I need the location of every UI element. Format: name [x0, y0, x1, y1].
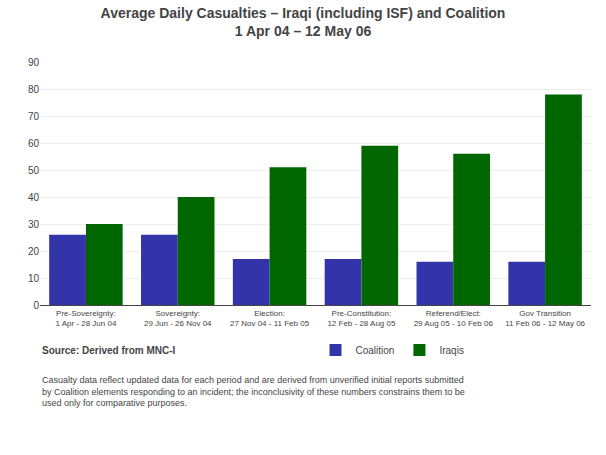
- svg-text:10: 10: [28, 273, 40, 284]
- svg-text:90: 90: [28, 57, 40, 68]
- svg-text:Gov Transition11 Feb 06 - 12 M: Gov Transition11 Feb 06 - 12 May 06: [505, 309, 585, 328]
- svg-text:0: 0: [33, 300, 39, 311]
- svg-text:Election:27 Nov 04 - 11 Feb 05: Election:27 Nov 04 - 11 Feb 05: [230, 309, 310, 328]
- svg-text:Source: Derived from MNC-I: Source: Derived from MNC-I: [42, 345, 176, 356]
- svg-text:Pre-Sovereignty:1 Apr - 28 Jun: Pre-Sovereignty:1 Apr - 28 Jun 04: [55, 309, 116, 328]
- svg-text:30: 30: [28, 219, 40, 230]
- svg-text:Pre-Constitution:12 Feb - 28 A: Pre-Constitution:12 Feb - 28 Aug 05: [327, 309, 396, 328]
- svg-text:Referend/Elect:29 Aug 05 - 10: Referend/Elect:29 Aug 05 - 10 Feb 06: [414, 309, 494, 328]
- svg-text:20: 20: [28, 246, 40, 257]
- svg-text:70: 70: [28, 111, 40, 122]
- svg-text:Casualty data reflect updated: Casualty data reflect updated data for e…: [42, 375, 465, 408]
- svg-text:Average Daily Casualties – Ira: Average Daily Casualties – Iraqi (includ…: [101, 5, 506, 39]
- svg-text:60: 60: [28, 138, 40, 149]
- svg-text:50: 50: [28, 165, 40, 176]
- svg-text:Coalition: Coalition: [356, 345, 395, 356]
- svg-text:40: 40: [28, 192, 40, 203]
- svg-text:Iraqis: Iraqis: [439, 345, 463, 356]
- svg-text:Sovereignty:29 Jun - 26 Nov 04: Sovereignty:29 Jun - 26 Nov 04: [144, 309, 212, 328]
- svg-text:80: 80: [28, 84, 40, 95]
